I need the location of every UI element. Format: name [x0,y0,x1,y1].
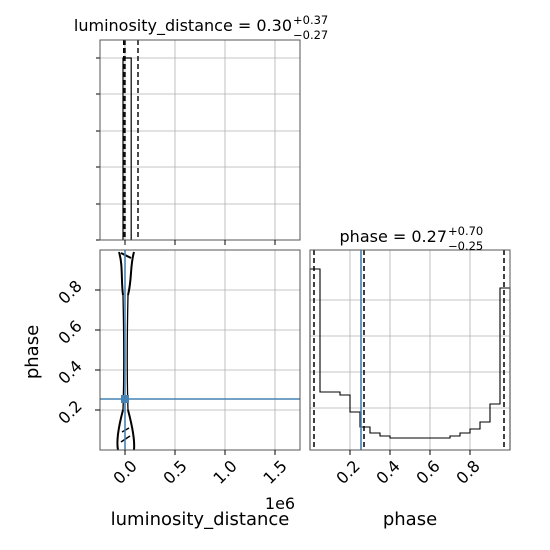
ld-marginal-frame [99,39,301,241]
2d-xtick-label-0: 0.0 [109,456,140,487]
x-offset-label: 1e6 [265,494,295,513]
2d-ytick-label-3: 0.8 [54,276,85,307]
phase-title: phase = 0.27 [340,227,447,246]
phase-xtick-label-2: 0.6 [412,456,443,487]
phase-xtick-label-0: 0.2 [332,456,363,487]
2d-panel-frame [99,249,301,451]
phase-marginal-frame [309,249,511,451]
contour-upper-right [127,251,135,296]
contour-mid-right [126,294,129,411]
2d-xtick-label-2: 1.0 [209,456,240,487]
2d-truth-marker [121,395,129,403]
contour-top-cap [120,252,132,259]
phase-hist-step [309,268,511,450]
phase-xtick-label-1: 0.4 [372,456,403,487]
ld-title-lower-error: −0.27 [293,28,328,42]
2d-xtick-label-1: 0.5 [159,456,190,487]
contour-lower-left [116,409,124,451]
ld-title: luminosity_distance = 0.30 [74,16,292,36]
2d-ytick-label-2: 0.6 [54,316,85,347]
ld-title-upper-error: +0.37 [293,13,328,27]
2d-ytick-label-0: 0.2 [54,396,85,427]
phase-title-lower-error: −0.25 [448,239,483,253]
2d-ytick-label-1: 0.4 [54,356,85,387]
contour-upper-left [118,251,124,296]
contour-mid-left [122,294,125,411]
phase-xtick-label-3: 0.8 [452,456,483,487]
phase-axis-label: phase [383,509,437,530]
phase-title-upper-error: +0.70 [448,224,483,238]
contour-lower-right [127,409,136,451]
y-axis-label: phase [22,325,43,379]
2d-xtick-label-3: 1.5 [259,456,290,487]
x-axis-label: luminosity_distance [111,509,290,530]
